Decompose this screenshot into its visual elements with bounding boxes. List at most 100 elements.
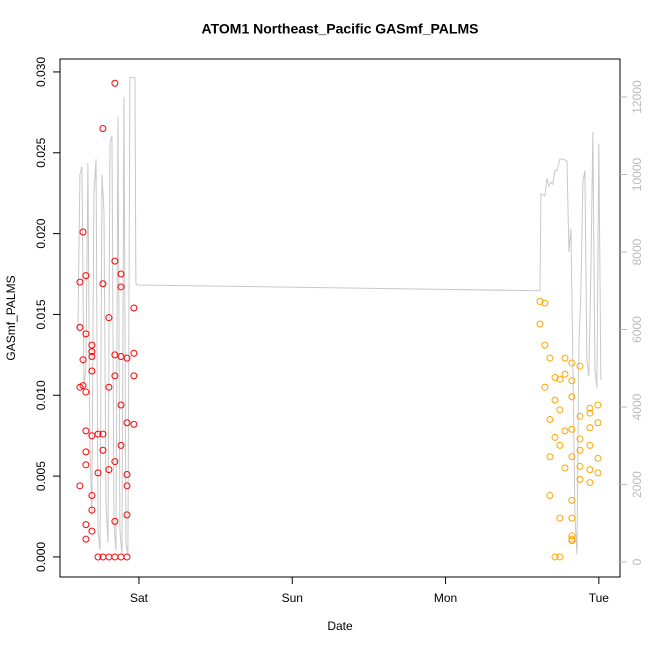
point bbox=[130, 420, 138, 428]
point bbox=[576, 362, 584, 370]
point bbox=[551, 553, 559, 561]
y2-tick-label: 2000 bbox=[630, 471, 644, 498]
point bbox=[536, 298, 544, 306]
point bbox=[99, 430, 107, 438]
point bbox=[568, 537, 576, 545]
point bbox=[576, 462, 584, 470]
point bbox=[594, 454, 602, 462]
point bbox=[123, 470, 131, 478]
point bbox=[576, 475, 584, 483]
point bbox=[568, 532, 576, 540]
point bbox=[556, 375, 564, 383]
y2-tick-label: 12000 bbox=[630, 80, 644, 114]
point bbox=[556, 514, 564, 522]
point bbox=[79, 356, 87, 364]
point bbox=[594, 469, 602, 477]
point bbox=[82, 461, 90, 469]
point bbox=[117, 553, 125, 561]
point bbox=[82, 388, 90, 396]
point bbox=[111, 517, 119, 525]
point bbox=[556, 553, 564, 561]
point bbox=[561, 370, 569, 378]
point bbox=[586, 441, 594, 449]
point bbox=[117, 283, 125, 291]
point bbox=[568, 453, 576, 461]
plot-frame bbox=[59, 58, 621, 578]
point bbox=[541, 383, 549, 391]
point bbox=[594, 401, 602, 409]
point bbox=[111, 79, 119, 87]
point bbox=[88, 341, 96, 349]
point bbox=[586, 409, 594, 417]
point bbox=[586, 466, 594, 474]
point bbox=[561, 427, 569, 435]
point bbox=[123, 419, 131, 427]
point bbox=[82, 272, 90, 280]
point bbox=[123, 354, 131, 362]
y-tick-label: 0.005 bbox=[34, 461, 48, 491]
point bbox=[82, 330, 90, 338]
point bbox=[576, 435, 584, 443]
point bbox=[130, 304, 138, 312]
point bbox=[586, 404, 594, 412]
point bbox=[105, 314, 113, 322]
point bbox=[556, 406, 564, 414]
point bbox=[130, 372, 138, 380]
x-tick-label: Mon bbox=[434, 591, 457, 605]
point bbox=[123, 482, 131, 490]
point bbox=[123, 553, 131, 561]
y-tick-label: 0.000 bbox=[34, 542, 48, 572]
point bbox=[111, 458, 119, 466]
point bbox=[105, 466, 113, 474]
point bbox=[117, 270, 125, 278]
point bbox=[111, 553, 119, 561]
point bbox=[79, 228, 87, 236]
x-tick-label: Tue bbox=[589, 591, 610, 605]
point bbox=[541, 299, 549, 307]
point bbox=[586, 479, 594, 487]
point bbox=[88, 352, 96, 360]
point bbox=[82, 427, 90, 435]
point bbox=[568, 496, 576, 504]
point bbox=[88, 506, 96, 514]
point bbox=[88, 432, 96, 440]
point bbox=[94, 469, 102, 477]
point bbox=[99, 446, 107, 454]
point bbox=[76, 278, 84, 286]
point bbox=[551, 433, 559, 441]
point bbox=[576, 446, 584, 454]
point bbox=[76, 323, 84, 331]
point bbox=[88, 527, 96, 535]
point bbox=[99, 125, 107, 133]
point bbox=[594, 419, 602, 427]
point bbox=[576, 412, 584, 420]
point bbox=[105, 383, 113, 391]
point bbox=[76, 482, 84, 490]
y2-tick-label: 0 bbox=[630, 558, 644, 565]
point bbox=[105, 553, 113, 561]
point bbox=[536, 320, 544, 328]
chart-title: ATOM1 Northeast_Pacific GASmf_PALMS bbox=[202, 21, 479, 37]
point bbox=[568, 514, 576, 522]
x-tick-label: Sun bbox=[282, 591, 303, 605]
point bbox=[568, 393, 576, 401]
point bbox=[94, 553, 102, 561]
point bbox=[568, 377, 576, 385]
y-axis-label: GASmf_PALMS bbox=[4, 275, 18, 360]
y-tick-label: 0.010 bbox=[34, 380, 48, 410]
point bbox=[99, 280, 107, 288]
point bbox=[551, 396, 559, 404]
point bbox=[82, 521, 90, 529]
x-axis-label: Date bbox=[327, 619, 353, 633]
point bbox=[130, 349, 138, 357]
point bbox=[111, 372, 119, 380]
line bbox=[77, 77, 602, 555]
point bbox=[556, 441, 564, 449]
point bbox=[88, 367, 96, 375]
y-tick-label: 0.015 bbox=[34, 299, 48, 329]
y-tick-label: 0.025 bbox=[34, 137, 48, 167]
point bbox=[561, 354, 569, 362]
y-tick-label: 0.030 bbox=[34, 57, 48, 87]
point bbox=[88, 492, 96, 500]
